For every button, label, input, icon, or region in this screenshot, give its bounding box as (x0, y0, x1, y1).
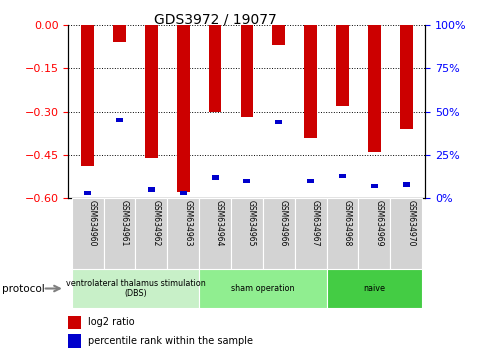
Bar (336, 25, 348, 106)
Bar (147, 187, 155, 192)
Bar (240, 25, 253, 117)
Text: GSM634963: GSM634963 (183, 200, 192, 247)
Bar (103, 198, 135, 269)
Bar (326, 198, 358, 269)
Text: GSM634960: GSM634960 (87, 200, 97, 247)
Bar (370, 184, 377, 188)
Bar (177, 25, 189, 193)
Bar (144, 25, 157, 158)
Text: ventrolateral thalamus stimulation
(DBS): ventrolateral thalamus stimulation (DBS) (65, 279, 205, 298)
Bar (243, 179, 250, 183)
Bar (326, 269, 421, 308)
Bar (81, 25, 94, 166)
Bar (263, 198, 294, 269)
Bar (208, 25, 221, 112)
Text: log2 ratio: log2 ratio (88, 318, 134, 327)
Text: GSM634965: GSM634965 (246, 200, 255, 247)
Bar (358, 198, 389, 269)
Text: protocol: protocol (2, 284, 45, 293)
Text: GDS3972 / 19077: GDS3972 / 19077 (153, 12, 276, 27)
Bar (167, 198, 199, 269)
Bar (338, 173, 346, 178)
Bar (294, 198, 326, 269)
Bar (304, 25, 316, 138)
Bar (72, 198, 103, 269)
Text: GSM634962: GSM634962 (151, 200, 160, 247)
Text: GSM634961: GSM634961 (119, 200, 128, 247)
Bar (389, 198, 421, 269)
Text: GSM634966: GSM634966 (278, 200, 287, 247)
Text: GSM634969: GSM634969 (374, 200, 383, 247)
Bar (68, 334, 81, 348)
Text: GSM634970: GSM634970 (406, 200, 414, 247)
Bar (135, 198, 167, 269)
Text: naive: naive (363, 284, 385, 293)
Bar (275, 120, 282, 124)
Bar (272, 25, 285, 45)
Bar (72, 269, 199, 308)
Bar (367, 25, 380, 152)
Bar (399, 25, 412, 129)
Bar (306, 179, 314, 183)
Bar (211, 175, 218, 179)
Bar (84, 191, 91, 195)
Bar (402, 182, 409, 187)
Bar (113, 25, 125, 42)
Text: sham operation: sham operation (231, 284, 294, 293)
Bar (116, 118, 122, 122)
Text: GSM634968: GSM634968 (342, 200, 351, 247)
Text: GSM634964: GSM634964 (215, 200, 224, 247)
Bar (68, 316, 81, 329)
Bar (230, 198, 263, 269)
Bar (179, 191, 186, 195)
Text: GSM634967: GSM634967 (310, 200, 319, 247)
Bar (199, 198, 230, 269)
Text: percentile rank within the sample: percentile rank within the sample (88, 336, 253, 346)
Bar (199, 269, 326, 308)
